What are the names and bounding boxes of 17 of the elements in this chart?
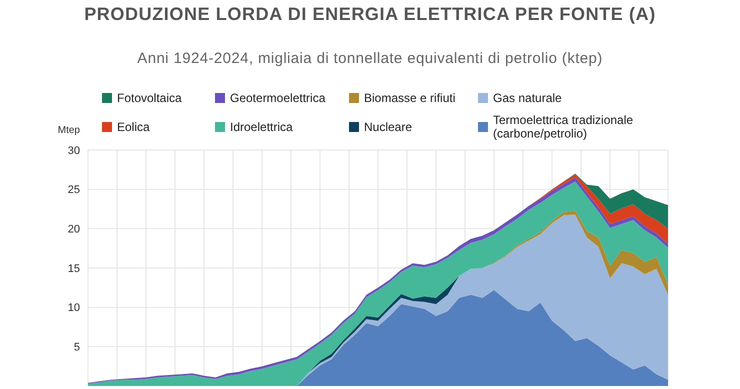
legend-label: Biomasse e rifiuti: [364, 91, 456, 106]
y-tick-label: 30: [68, 144, 80, 157]
y-tick-label: 20: [68, 224, 80, 236]
legend-label: Gas naturale: [493, 91, 562, 106]
chart-title: PRODUZIONE LORDA DI ENERGIA ELETTRICA PER FONTE (A): [84, 4, 656, 24]
y-tick-label: 5: [74, 342, 80, 354]
chart-subtitle: Anni 1924-2024, migliaia di tonnellate equivalenti di petrolio (ktep): [137, 50, 603, 67]
legend-label: Nucleare: [364, 120, 412, 134]
y-tick-label: 10: [68, 302, 80, 314]
legend-label: Termoelettrica tradizionale (carbone/petrolio): [493, 113, 634, 140]
y-tick-label: 25: [68, 184, 80, 196]
legend-label: Eolica: [117, 120, 150, 134]
legend-label: Fotovoltaica: [117, 91, 182, 106]
legend-label: Geotermoelettrica: [230, 91, 326, 106]
y-tick-label: 15: [68, 262, 80, 275]
y-axis-title: Mtep: [58, 125, 80, 136]
legend-label: Idroelettrica: [230, 120, 294, 134]
